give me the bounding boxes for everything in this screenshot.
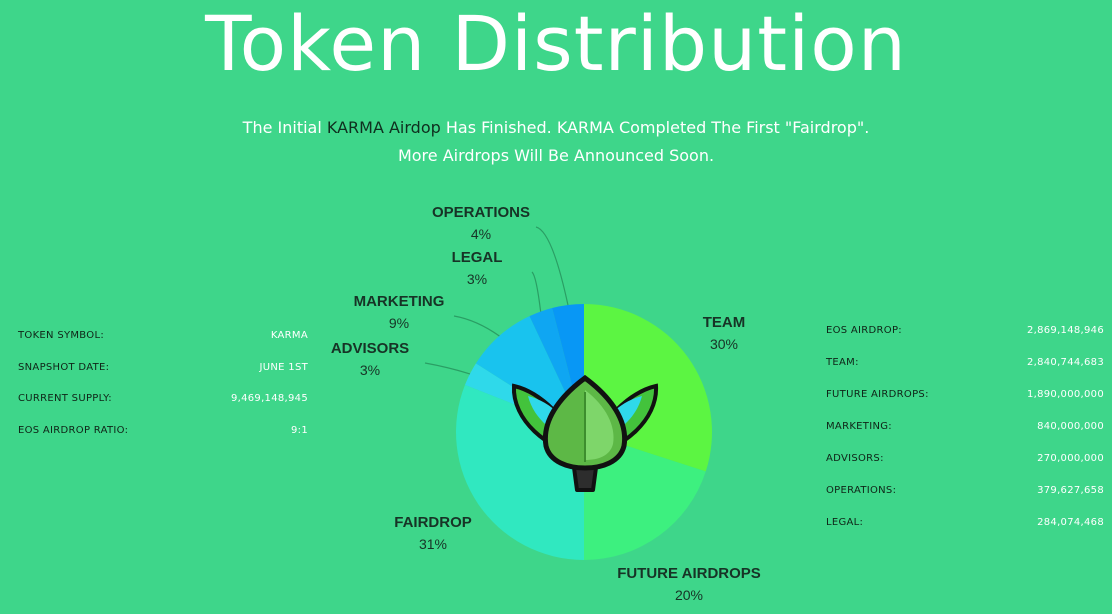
info-label: EOS AIRDROP RATIO:	[18, 424, 129, 436]
info-value: 9,469,148,945	[230, 393, 308, 405]
allocation-label: OPERATIONS:	[826, 484, 897, 496]
pie-labels: TEAM 30% FUTURE AIRDROPS 20% FAIRDROP 31% ADVI…	[331, 204, 761, 603]
slice-label: OPERATIONS	[432, 204, 530, 221]
allocation-label: EOS AIRDROP:	[826, 324, 902, 336]
pie-leader-lines	[424, 226, 569, 375]
allocation-value: 379,627,658	[1037, 484, 1104, 496]
leader-line	[453, 315, 500, 337]
subtitle-highlight: KARMA Airdop	[326, 118, 441, 137]
allocation-label: MARKETING:	[826, 420, 892, 432]
allocation-table: EOS AIRDROP: 2,869,148,946 TEAM: 2,840,744…	[826, 314, 1104, 538]
subtitle-line-2: More Airdrops Will Be Announced Soon.	[397, 146, 715, 165]
allocation-row-legal: LEGAL: 284,074,468	[826, 506, 1104, 538]
allocation-value: 840,000,000	[1037, 420, 1104, 432]
slice-label: TEAM	[703, 314, 746, 331]
page-title: Token Distribution	[205, 0, 907, 88]
info-label: TOKEN SYMBOL:	[18, 330, 104, 342]
info-value: KARMA	[270, 330, 308, 342]
subtitle-text: Has Finished. KARMA Completed The First …	[440, 118, 870, 137]
info-row-current-supply: CURRENT SUPPLY: 9,469,148,945	[18, 383, 308, 415]
leader-line	[535, 226, 569, 306]
slice-percent: 31%	[419, 536, 447, 552]
leader-line	[424, 362, 471, 375]
allocation-value: 2,840,744,683	[1026, 356, 1104, 368]
slice-label: ADVISORS	[331, 340, 409, 357]
slice-label: MARKETING	[354, 293, 445, 310]
slice-label: FUTURE AIRDROPS	[617, 565, 761, 582]
slice-percent: 3%	[467, 271, 487, 287]
token-info-table: TOKEN SYMBOL: KARMA SNAPSHOT DATE: JUNE 1S…	[18, 320, 308, 446]
slice-percent: 30%	[710, 336, 738, 352]
info-label: CURRENT SUPPLY:	[18, 393, 112, 405]
slice-label: FAIRDROP	[394, 514, 472, 531]
allocation-row-marketing: MARKETING: 840,000,000	[826, 410, 1104, 442]
allocation-label: TEAM:	[826, 356, 859, 368]
info-value: JUNE 1ST	[259, 361, 308, 373]
slice-percent: 20%	[675, 587, 703, 603]
info-row-snapshot-date: SNAPSHOT DATE: JUNE 1ST	[18, 352, 308, 384]
allocation-value: 270,000,000	[1037, 452, 1104, 464]
info-value: 9:1	[291, 424, 308, 436]
info-label: SNAPSHOT DATE:	[18, 361, 110, 373]
page-subtitle: The Initial KARMA Airdop Has Finished. K…	[0, 114, 1112, 170]
allocation-value: 1,890,000,000	[1026, 388, 1104, 400]
pie-slice-future-airdrops	[584, 432, 706, 560]
subtitle-line-1: The Initial KARMA Airdop Has Finished. K…	[0, 114, 1112, 142]
slice-label: LEGAL	[452, 249, 503, 266]
subtitle-text: The Initial	[242, 118, 327, 137]
allocation-row-eos-airdrop: EOS AIRDROP: 2,869,148,946	[826, 314, 1104, 346]
karma-leaf-logo-icon	[511, 374, 659, 492]
allocation-row-operations: OPERATIONS: 379,627,658	[826, 474, 1104, 506]
allocation-row-advisors: ADVISORS: 270,000,000	[826, 442, 1104, 474]
leader-line	[531, 271, 542, 312]
slice-percent: 9%	[389, 315, 409, 331]
allocation-value: 284,074,468	[1037, 516, 1104, 528]
allocation-value: 2,869,148,946	[1026, 324, 1104, 336]
allocation-row-future-airdrops: FUTURE AIRDROPS: 1,890,000,000	[826, 378, 1104, 410]
info-row-airdrop-ratio: EOS AIRDROP RATIO: 9:1	[18, 415, 308, 447]
info-row-token-symbol: TOKEN SYMBOL: KARMA	[18, 320, 308, 352]
allocation-label: ADVISORS:	[826, 452, 884, 464]
allocation-label: LEGAL:	[826, 516, 864, 528]
allocation-row-team: TEAM: 2,840,744,683	[826, 346, 1104, 378]
allocation-label: FUTURE AIRDROPS:	[826, 388, 929, 400]
slice-percent: 4%	[471, 226, 491, 242]
slice-percent: 3%	[360, 362, 380, 378]
